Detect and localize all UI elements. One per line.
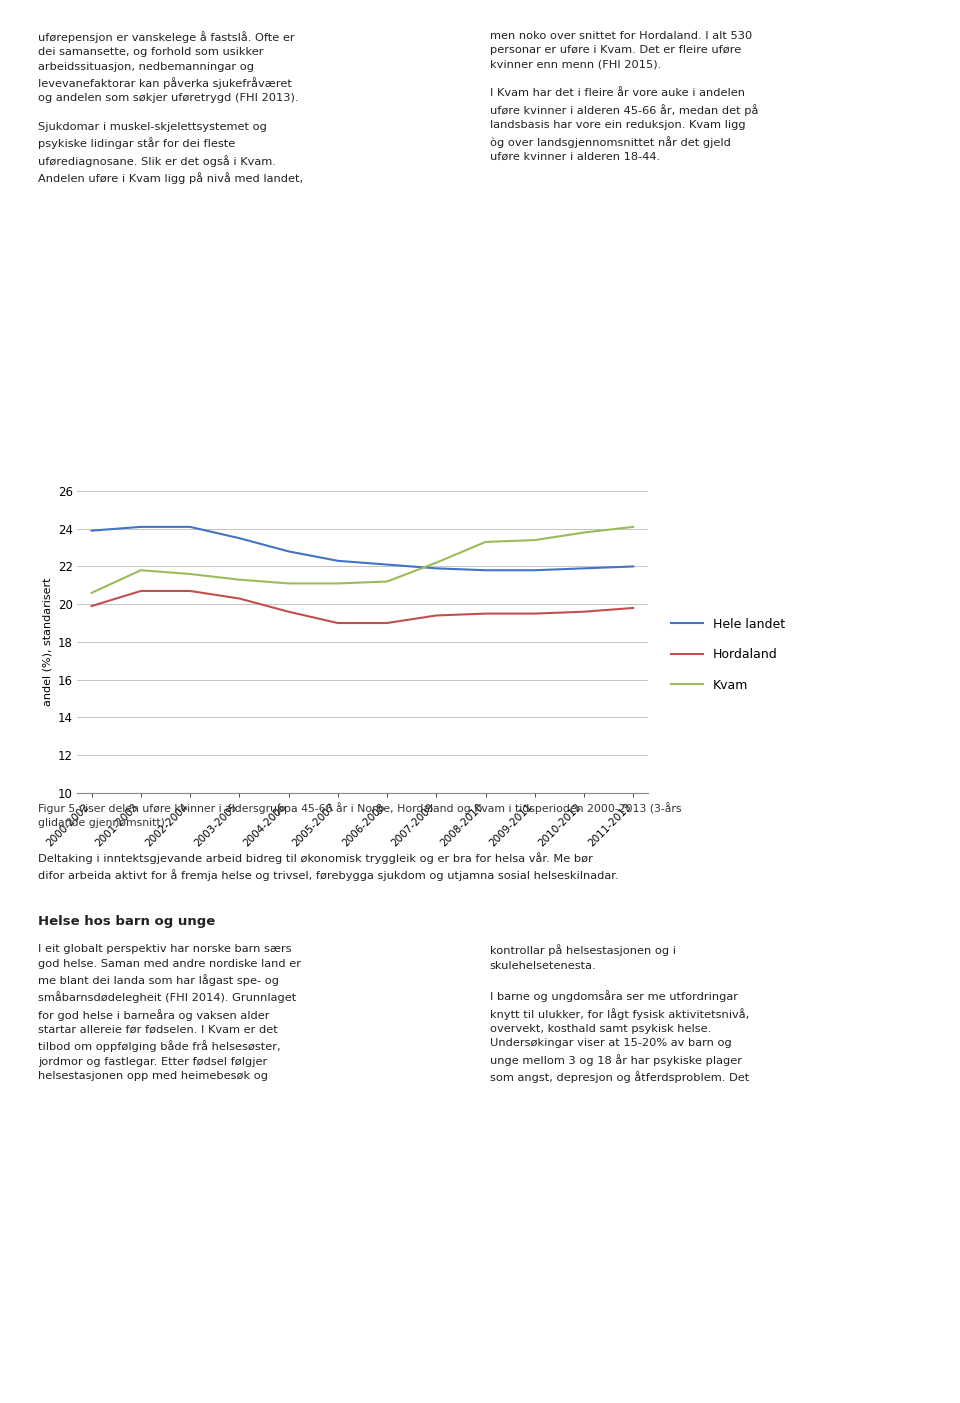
Line: Hordaland: Hordaland (91, 591, 634, 623)
Kvam (332, 575, 344, 592)
Kvam (85, 585, 97, 602)
Hordaland (85, 598, 97, 615)
Text: men noko over snittet for Hordaland. I alt 530
personar er uføre i Kvam. Det er : men noko over snittet for Hordaland. I a… (490, 31, 758, 161)
Hele landet (283, 543, 295, 560)
Hele landet (578, 560, 589, 577)
Hele landet (381, 556, 393, 572)
Hordaland (578, 603, 589, 620)
Text: uførepensjon er vanskelege å fastslå. Ofte er
dei samansette, og forhold som usi: uførepensjon er vanskelege å fastslå. Of… (38, 31, 303, 184)
Kvam (135, 561, 147, 578)
Hordaland (381, 615, 393, 631)
Hordaland (628, 599, 639, 616)
Hordaland (184, 582, 196, 599)
Legend: Hele landet, Hordaland, Kvam: Hele landet, Hordaland, Kvam (671, 617, 784, 692)
Text: Deltaking i inntektsgjevande arbeid bidreg til økonomisk tryggleik og er bra for: Deltaking i inntektsgjevande arbeid bidr… (38, 852, 619, 881)
Hele landet (480, 561, 492, 578)
Text: Helse hos barn og unge: Helse hos barn og unge (38, 915, 216, 927)
Hele landet (135, 519, 147, 536)
Hordaland (135, 582, 147, 599)
Hele landet (628, 558, 639, 575)
Text: «møte mellom menneske»: «møte mellom menneske» (387, 1369, 573, 1383)
Hordaland (430, 607, 442, 624)
Y-axis label: andel (%), standarisert: andel (%), standarisert (42, 578, 52, 706)
Kvam (430, 554, 442, 571)
Text: kontrollar på helsestasjonen og i
skulehelsetenesta.

I barne og ungdomsåra ser : kontrollar på helsestasjonen og i skuleh… (490, 944, 749, 1083)
Hele landet (529, 561, 540, 578)
Hele landet (233, 530, 245, 547)
Kvam (480, 533, 492, 550)
Kvam (578, 525, 589, 542)
Text: 9: 9 (923, 1369, 931, 1383)
Kvam (184, 565, 196, 582)
Hordaland (529, 605, 540, 622)
Hele landet (332, 553, 344, 570)
Hordaland (480, 605, 492, 622)
Kvam (529, 532, 540, 549)
Hordaland (283, 603, 295, 620)
Hele landet (184, 519, 196, 536)
Hordaland (233, 591, 245, 607)
Kvam (381, 572, 393, 589)
Hele landet (85, 522, 97, 539)
Hordaland (332, 615, 344, 631)
Kvam (233, 571, 245, 588)
Text: Figur 5 viser delen uføre kvinner i aldersgruppa 45-66 år i Norge, Hordaland og : Figur 5 viser delen uføre kvinner i alde… (38, 803, 682, 828)
Kvam (628, 519, 639, 536)
Kvam (283, 575, 295, 592)
Text: I eit globalt perspektiv har norske barn særs
god helse. Saman med andre nordisk: I eit globalt perspektiv har norske barn… (38, 944, 301, 1082)
Hele landet (430, 560, 442, 577)
Line: Kvam: Kvam (91, 528, 634, 593)
Line: Hele landet: Hele landet (91, 528, 634, 570)
